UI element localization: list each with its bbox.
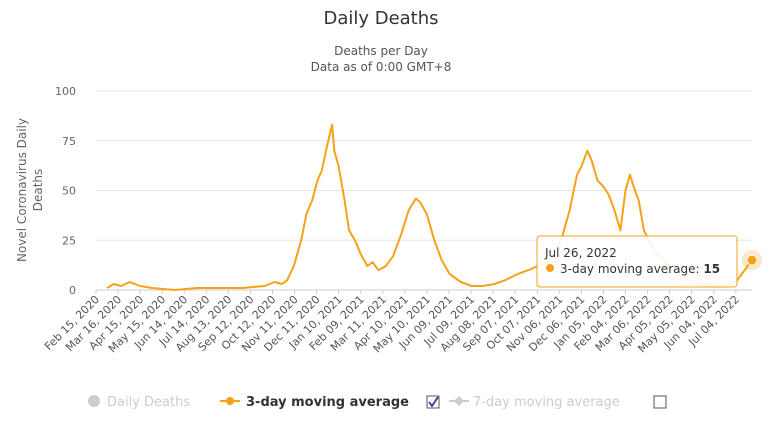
- series-3day: [106, 123, 762, 291]
- checkbox-7day-box[interactable]: [653, 395, 667, 409]
- legend-item-daily-deaths[interactable]: Daily Deaths: [88, 395, 190, 410]
- y-axis-label-line-1: Novel Coronavirus Daily: [15, 118, 29, 262]
- y-axis-ticks: 0 25 50 75 100: [55, 85, 76, 297]
- tooltip-box: [536, 235, 738, 288]
- legend: Daily Deaths 3-day moving average 7-day …: [88, 395, 667, 410]
- legend-daily-deaths-label: Daily Deaths: [107, 395, 190, 410]
- legend-item-3day[interactable]: 3-day moving average: [220, 395, 409, 410]
- chart-subtitle-line-2: Data as of 0:00 GMT+8: [311, 60, 452, 74]
- tooltip-series-line: 3-day moving average: 15: [560, 262, 720, 276]
- legend-7day-marker: [454, 396, 464, 406]
- chart-subtitle-line-1: Deaths per Day: [334, 44, 428, 58]
- series-line: [106, 123, 753, 291]
- tooltip-series-name: 3-day moving average: [560, 262, 695, 276]
- check-icon: [428, 396, 439, 408]
- checkbox-3day[interactable]: [426, 395, 440, 409]
- chart-title: Daily Deaths: [323, 8, 438, 29]
- tooltip-marker: [546, 264, 554, 272]
- y-tick-label: 0: [69, 284, 76, 297]
- tooltip-date: Jul 26, 2022: [544, 246, 617, 260]
- tooltip: Jul 26, 2022 3-day moving average: 15: [536, 235, 738, 288]
- y-tick-label: 50: [62, 185, 76, 198]
- y-tick-label: 25: [62, 234, 76, 247]
- legend-3day-marker: [226, 397, 234, 405]
- tooltip-value: 15: [703, 262, 720, 276]
- legend-3day-label: 3-day moving average: [246, 395, 409, 410]
- legend-item-7day[interactable]: 7-day moving average: [449, 395, 620, 410]
- checkbox-7day[interactable]: [653, 395, 667, 409]
- legend-daily-deaths-marker: [88, 395, 100, 407]
- data-point[interactable]: [746, 254, 758, 266]
- y-tick-label: 75: [62, 135, 76, 148]
- legend-7day-label: 7-day moving average: [473, 395, 620, 410]
- y-axis-label-line-2: Deaths: [31, 169, 45, 212]
- tooltip-separator: :: [695, 262, 703, 276]
- y-tick-label: 100: [55, 85, 76, 98]
